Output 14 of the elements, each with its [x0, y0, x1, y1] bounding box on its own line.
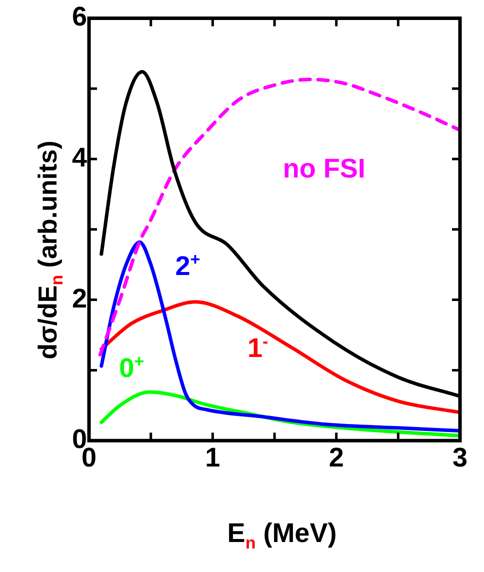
text: no FSI [282, 154, 366, 185]
y-tick-label: 4 [72, 142, 88, 172]
line-series [100, 300, 460, 414]
y-tick-label: 2 [72, 283, 88, 314]
series-label: 1$^{-}$ [247, 332, 268, 364]
series-label: 2$^{+}$ [175, 250, 200, 282]
x-tick-label: 1 [205, 442, 220, 472]
y-tick-label: 6 [72, 2, 88, 32]
line-series [98, 78, 460, 356]
x-tick-label: 3 [452, 442, 468, 472]
series-label: 0$^{+}$ [119, 352, 144, 384]
line-series [100, 240, 460, 432]
x-axis-title: E$_{n}$ (MeV) [226, 518, 338, 554]
x-tick-label: 2 [328, 442, 344, 472]
